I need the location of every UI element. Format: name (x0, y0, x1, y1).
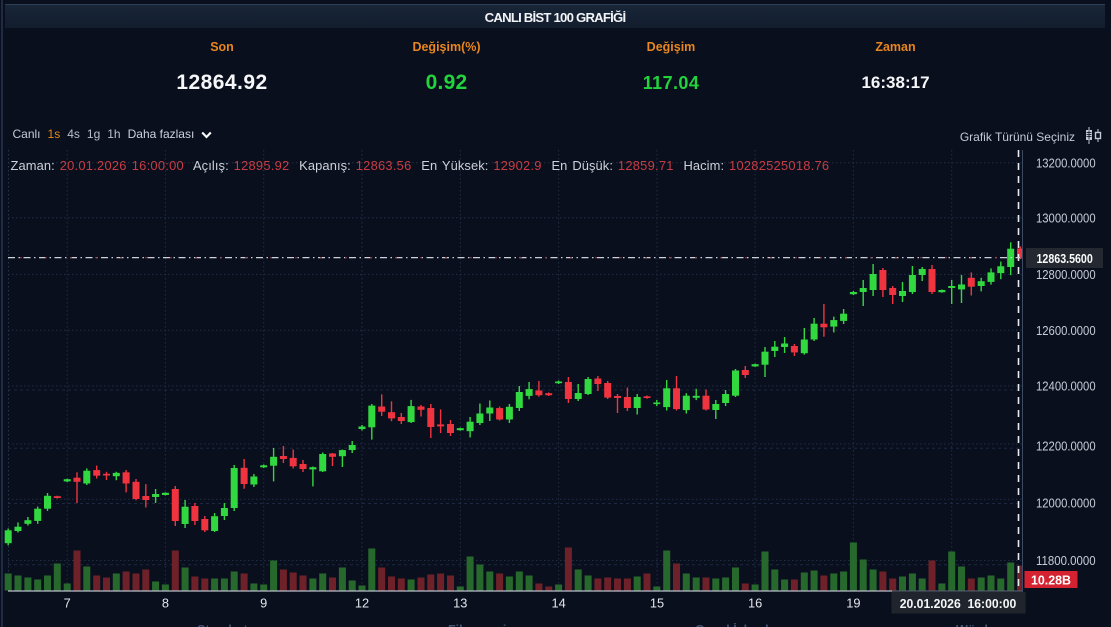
svg-text:12000.0000: 12000.0000 (1036, 496, 1096, 511)
svg-text:19: 19 (846, 596, 860, 611)
svg-text:16: 16 (748, 596, 762, 611)
svg-text:14: 14 (551, 596, 565, 611)
svg-text:11800.0000: 11800.0000 (1036, 553, 1096, 568)
svg-text:8: 8 (162, 596, 169, 611)
svg-text:12863.5600: 12863.5600 (1037, 251, 1093, 266)
svg-text:12400.0000: 12400.0000 (1036, 379, 1096, 394)
svg-text:20.01.2026 16:00:00: 20.01.2026 16:00:00 (900, 596, 1017, 611)
svg-text:12800.0000: 12800.0000 (1036, 267, 1096, 282)
svg-text:7: 7 (64, 596, 71, 611)
svg-text:13: 13 (453, 596, 467, 611)
svg-text:12: 12 (355, 596, 369, 611)
svg-text:10.28B: 10.28B (1031, 572, 1071, 587)
svg-text:13200.0000: 13200.0000 (1036, 155, 1096, 170)
svg-text:15: 15 (650, 596, 664, 611)
svg-text:12600.0000: 12600.0000 (1036, 323, 1096, 338)
svg-text:12200.0000: 12200.0000 (1036, 439, 1096, 454)
svg-text:9: 9 (260, 596, 267, 611)
svg-text:13000.0000: 13000.0000 (1036, 210, 1096, 225)
